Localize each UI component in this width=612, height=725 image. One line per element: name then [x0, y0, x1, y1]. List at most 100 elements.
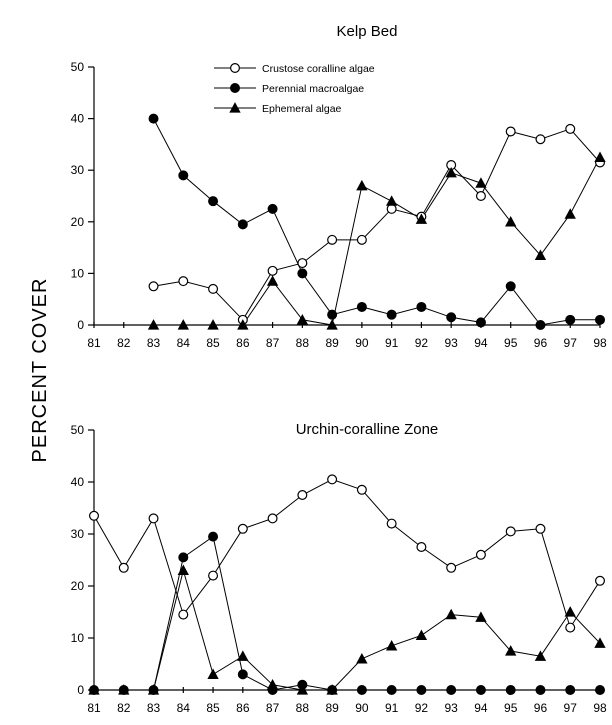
urchin-zone-crustose-coralline-line [93, 478, 601, 629]
urchin-zone-x-tick-label: 84 [177, 701, 191, 715]
kelp-bed-x-tick-label: 84 [177, 336, 191, 350]
kelp-bed-perennial-macroalgae-point [297, 268, 308, 279]
kelp-bed-crustose-coralline-point [535, 134, 546, 145]
urchin-zone-ephemeral-algae-point [505, 645, 517, 656]
kelp-bed-perennial-macroalgae-line [153, 118, 600, 326]
urchin-zone-ephemeral-algae-point [534, 650, 547, 661]
urchin-zone-x-tick-label: 96 [534, 701, 548, 715]
kelp-bed-x-tick-label: 87 [266, 336, 280, 350]
urchin-zone-y-tick-label: 20 [71, 579, 85, 593]
urchin-zone-y-tick-label: 30 [71, 527, 85, 541]
urchin-zone-y-tick-label: 0 [77, 683, 84, 697]
kelp-bed-ephemeral-algae-point [475, 177, 487, 188]
legend-crustose-coralline-marker [230, 62, 241, 73]
legend-perennial-macroalgae-label: Perennial macroalgae [262, 83, 364, 95]
kelp-bed-perennial-macroalgae-point [505, 281, 516, 292]
kelp-bed-ephemeral-algae-point [237, 319, 249, 330]
kelp-bed-crustose-coralline-point [178, 276, 189, 287]
urchin-zone-x-tick-label: 97 [564, 701, 578, 715]
urchin-zone-perennial-macroalgae-point [386, 684, 397, 695]
kelp-bed-x-tick-label: 82 [117, 336, 131, 350]
kelp-bed-y-tick-label: 0 [77, 318, 84, 332]
kelp-bed-y-tick-label: 30 [71, 163, 85, 177]
urchin-zone-x-tick-label: 98 [593, 701, 607, 715]
urchin-zone-x-tick-label: 83 [147, 701, 161, 715]
kelp-bed-ephemeral-algae-point [296, 313, 309, 325]
kelp-bed-crustose-coralline-point [297, 258, 308, 269]
urchin-zone-perennial-macroalgae-point [416, 684, 427, 695]
kelp-bed-perennial-macroalgae-point [386, 309, 397, 320]
urchin-zone-title: Urchin-coralline Zone [296, 421, 439, 438]
kelp-bed-x-tick-label: 83 [147, 336, 161, 350]
urchin-zone-x-tick-label: 82 [117, 701, 131, 715]
kelp-bed-x-tick-label: 95 [504, 336, 518, 350]
kelp-bed-crustose-coralline-point [565, 123, 576, 134]
kelp-bed-ephemeral-algae-point [385, 195, 398, 206]
legend-perennial-macroalgae-marker [230, 82, 241, 93]
urchin-zone-perennial-macroalgae-point [178, 552, 189, 563]
urchin-zone-ephemeral-algae-point [207, 668, 219, 680]
urchin-zone-crustose-coralline-point [237, 523, 248, 534]
urchin-zone-crustose-coralline-point [148, 513, 159, 524]
urchin-zone-crustose-coralline-point [178, 609, 189, 620]
kelp-bed-perennial-macroalgae-point [535, 320, 546, 331]
kelp-bed-perennial-macroalgae-point [327, 309, 338, 320]
kelp-bed-perennial-macroalgae-point [475, 317, 486, 328]
kelp-bed-y-tick-label: 40 [71, 112, 85, 126]
kelp-bed-perennial-macroalgae-point [446, 312, 457, 323]
urchin-zone-x-tick-label: 92 [415, 701, 429, 715]
kelp-bed-perennial-macroalgae-point [356, 301, 367, 312]
kelp-bed-perennial-macroalgae-point [178, 170, 189, 181]
urchin-zone-x-tick-label: 85 [206, 701, 220, 715]
urchin-zone-perennial-macroalgae-point [535, 684, 546, 695]
urchin-zone-crustose-coralline-point [416, 541, 427, 552]
urchin-zone-ephemeral-algae-point [177, 564, 189, 576]
urchin-zone-crustose-coralline-point [594, 575, 605, 586]
urchin-zone-perennial-macroalgae-point [475, 684, 486, 695]
kelp-bed-crustose-coralline-line [153, 128, 601, 321]
urchin-zone-ephemeral-algae-point [356, 652, 368, 664]
kelp-bed-crustose-coralline-point [386, 203, 397, 214]
urchin-zone-crustose-coralline-point [88, 510, 99, 521]
urchin-zone-ephemeral-algae-point [385, 639, 398, 651]
kelp-bed-crustose-coralline-point [327, 234, 338, 245]
kelp-bed-x-tick-label: 93 [444, 336, 458, 350]
kelp-bed-x-tick-label: 90 [355, 336, 369, 350]
legend-crustose-coralline-label: Crustose coralline algae [262, 63, 375, 75]
kelp-bed-y-tick-label: 20 [71, 215, 85, 229]
legend-ephemeral-algae-marker [229, 102, 241, 113]
kelp-bed-y-tick-label: 50 [71, 60, 85, 74]
kelp-bed-perennial-macroalgae-point [148, 113, 159, 124]
urchin-zone-y-tick-label: 40 [71, 475, 85, 489]
kelp-bed-crustose-coralline-point [356, 234, 367, 245]
urchin-zone-perennial-macroalgae-point [208, 531, 219, 542]
kelp-bed-ephemeral-algae-point [147, 319, 160, 330]
urchin-zone-y-tick-label: 10 [71, 631, 85, 645]
urchin-zone-ephemeral-algae-point [237, 650, 249, 661]
urchin-zone-perennial-macroalgae-point [356, 684, 367, 695]
shared-y-axis-label: PERCENT COVER [29, 278, 51, 463]
urchin-zone-crustose-coralline-point [327, 474, 338, 485]
kelp-bed-x-tick-label: 85 [206, 336, 220, 350]
urchin-zone-x-tick-label: 93 [444, 701, 458, 715]
urchin-zone-perennial-macroalgae-point [594, 684, 605, 695]
kelp-bed-x-tick-label: 91 [385, 336, 399, 350]
kelp-bed-ephemeral-algae-point [326, 319, 338, 330]
kelp-bed-ephemeral-algae-line [153, 157, 601, 326]
urchin-zone-ephemeral-algae-point [296, 684, 309, 695]
kelp-bed-ephemeral-algae-point [415, 213, 428, 224]
legend-ephemeral-algae-label: Ephemeral algae [262, 103, 342, 115]
urchin-zone-perennial-macroalgae-point [237, 669, 248, 680]
urchin-zone-crustose-coralline-point [505, 526, 516, 537]
kelp-bed-crustose-coralline-point [505, 126, 516, 137]
kelp-bed-crustose-coralline-point [267, 265, 278, 276]
kelp-bed-ephemeral-algae-point [266, 275, 279, 286]
urchin-zone-ephemeral-algae-line [94, 568, 601, 691]
urchin-zone-crustose-coralline-point [208, 570, 219, 581]
kelp-bed-ephemeral-algae-point [445, 166, 457, 178]
kelp-bed-x-tick-label: 88 [296, 336, 310, 350]
urchin-zone-ephemeral-algae-point [118, 684, 130, 695]
urchin-zone-ephemeral-algae-point [147, 684, 160, 695]
urchin-zone-perennial-macroalgae-point [565, 684, 576, 695]
